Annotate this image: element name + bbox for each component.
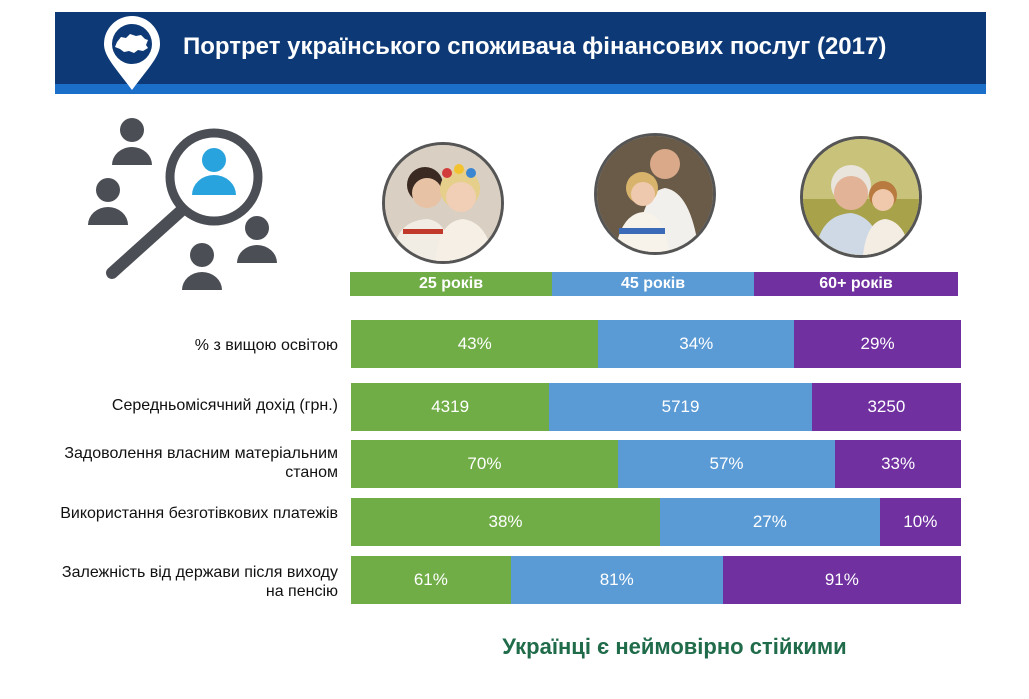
age-group-45: 45 років — [552, 272, 754, 296]
segment-60-plus: 29% — [794, 320, 961, 368]
couple-60-photo — [800, 136, 922, 258]
segment-25: 43% — [351, 320, 599, 368]
bar-income: 4319 5719 3250 — [351, 383, 961, 431]
segment-25: 38% — [351, 498, 661, 546]
age-group-60-plus: 60+ років — [754, 272, 958, 296]
segment-60-plus: 3250 — [811, 383, 961, 431]
row-label-income: Середньомісячний дохід (грн.) — [111, 397, 338, 414]
segment-25: 4319 — [351, 383, 550, 431]
segment-60-plus: 91% — [722, 556, 961, 604]
segment-60-plus: 10% — [879, 498, 961, 546]
segment-25: 70% — [351, 440, 618, 488]
map-pin-ukraine-icon — [104, 16, 160, 90]
segment-45: 34% — [598, 320, 795, 368]
segment-45: 27% — [660, 498, 880, 546]
bar-satisfaction: 70% 57% 33% — [351, 440, 961, 488]
row-label-satisfaction: Задоволення власним матеріальним станом — [64, 445, 338, 481]
couple-25-photo — [382, 142, 504, 264]
segment-45: 57% — [617, 440, 836, 488]
header-bar — [55, 12, 986, 84]
row-label-pension-dependence: Залежність від держави після виходу на п… — [61, 564, 338, 600]
segment-60-plus: 33% — [835, 440, 961, 488]
segment-45: 5719 — [549, 383, 812, 431]
bar-education: 43% 34% 29% — [351, 320, 961, 368]
header-accent-stripe — [55, 84, 986, 94]
page-title: Портрет українського споживача фінансови… — [183, 33, 887, 60]
segment-45: 81% — [510, 556, 723, 604]
bar-pension-dependence: 61% 81% 91% — [351, 556, 961, 604]
row-label-cashless: Використання безготівкових платежів — [60, 505, 338, 522]
people-search-magnifier-icon — [88, 118, 277, 290]
couple-45-photo — [594, 133, 716, 255]
bar-cashless: 38% 27% 10% — [351, 498, 961, 546]
segment-25: 61% — [351, 556, 511, 604]
age-group-25: 25 років — [350, 272, 552, 296]
row-label-education: % з вищою освітою — [194, 337, 338, 354]
footer-tagline: Українці є неймовірно стійкими — [502, 634, 847, 659]
